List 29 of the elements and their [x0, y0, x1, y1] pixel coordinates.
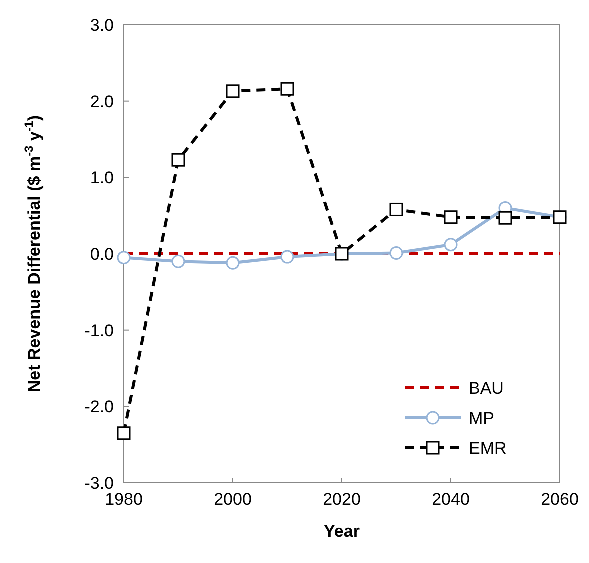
x-tick-label: 2060 [541, 490, 579, 509]
x-axis-title: Year [324, 522, 360, 541]
y-tick-label: 3.0 [90, 16, 114, 35]
legend-label: BAU [469, 379, 504, 398]
point [117, 251, 131, 265]
y-tick-label: -3.0 [84, 474, 114, 493]
legend-label: MP [469, 409, 494, 428]
point [444, 238, 458, 252]
point [390, 202, 404, 216]
y-tick-label: 0.0 [90, 245, 114, 264]
point [280, 82, 294, 96]
point [390, 246, 404, 260]
point [172, 153, 186, 167]
point [280, 250, 294, 264]
x-tick-label: 2040 [432, 490, 470, 509]
point [498, 211, 512, 225]
point [444, 210, 458, 224]
x-tick-label: 2000 [214, 490, 252, 509]
y-tick-label: -2.0 [84, 398, 114, 417]
legend-label: EMR [469, 439, 507, 458]
x-tick-label: 2020 [323, 490, 361, 509]
y-tick-label: 2.0 [90, 92, 114, 112]
point [226, 256, 240, 270]
point [117, 426, 131, 440]
y-tick-label: 1.0 [90, 168, 114, 188]
point [226, 84, 240, 98]
x-tick-label: 1980 [105, 490, 143, 509]
point [172, 254, 186, 268]
y-tick-label: -1.0 [84, 321, 114, 340]
